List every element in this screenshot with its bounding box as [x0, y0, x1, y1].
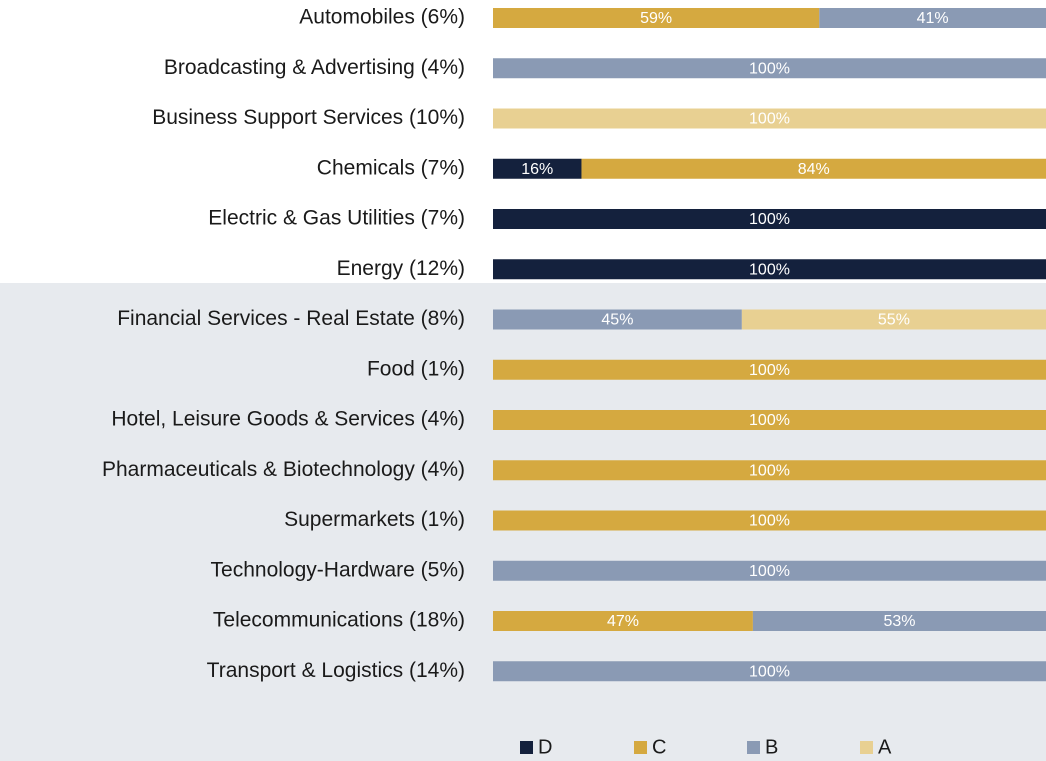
bar-segment	[493, 410, 1046, 430]
legend-swatch	[634, 741, 647, 754]
bar-segment	[493, 158, 582, 179]
legend-label: A	[878, 736, 892, 758]
bar-segment	[493, 209, 1046, 229]
bar-segment	[741, 309, 1046, 330]
data-label: 47%	[607, 613, 639, 630]
category-label: Financial Services - Real Estate (8%)	[117, 307, 465, 330]
data-label: 100%	[749, 563, 790, 580]
category-label: Broadcasting & Advertising (4%)	[164, 56, 465, 79]
category-label: Business Support Services (10%)	[152, 106, 465, 129]
category-label: Automobiles (6%)	[299, 6, 465, 29]
legend-label: B	[765, 736, 778, 758]
category-label: Telecommunications (18%)	[213, 609, 465, 632]
legend-swatch	[860, 741, 873, 754]
bar-segment	[493, 510, 1046, 531]
bar-segment	[493, 661, 1046, 682]
data-label: 100%	[749, 362, 790, 379]
bar-segment	[493, 460, 1046, 481]
bar-segment	[493, 58, 1046, 79]
data-label: 84%	[798, 161, 830, 178]
data-label: 55%	[878, 312, 910, 329]
data-label: 41%	[917, 10, 949, 27]
data-label: 100%	[749, 412, 790, 429]
data-label: 100%	[749, 462, 790, 479]
category-label: Transport & Logistics (14%)	[207, 659, 465, 682]
legend-label: D	[538, 736, 552, 758]
bar-segment	[493, 359, 1046, 380]
data-label: 45%	[601, 312, 633, 329]
category-label: Hotel, Leisure Goods & Services (4%)	[111, 408, 465, 431]
legend-swatch	[520, 741, 533, 754]
bar-segment	[493, 108, 1046, 129]
data-label: 100%	[749, 211, 790, 228]
bar-segment	[493, 8, 820, 28]
data-label: 100%	[749, 111, 790, 128]
category-label: Energy (12%)	[337, 257, 465, 280]
bar-segment	[493, 611, 753, 631]
category-label: Pharmaceuticals & Biotechnology (4%)	[102, 458, 465, 481]
legend-label: C	[652, 736, 666, 758]
bar-segment	[493, 560, 1046, 581]
bar-segment	[493, 259, 1046, 280]
data-label: 100%	[749, 60, 790, 77]
data-label: 59%	[640, 10, 672, 27]
bar-segment	[493, 309, 742, 330]
data-label: 100%	[749, 663, 790, 680]
bar-segment	[819, 8, 1046, 28]
category-label: Electric & Gas Utilities (7%)	[208, 207, 465, 230]
data-label: 53%	[883, 613, 915, 630]
category-label: Supermarkets (1%)	[284, 508, 465, 531]
data-label: 100%	[749, 261, 790, 278]
category-label: Technology-Hardware (5%)	[211, 558, 465, 581]
category-label: Chemicals (7%)	[317, 156, 465, 179]
legend-swatch	[747, 741, 760, 754]
data-label: 100%	[749, 513, 790, 530]
category-label: Food (1%)	[367, 357, 465, 380]
bar-segment	[752, 611, 1046, 631]
data-label: 16%	[521, 161, 553, 178]
bar-segment	[581, 158, 1046, 179]
